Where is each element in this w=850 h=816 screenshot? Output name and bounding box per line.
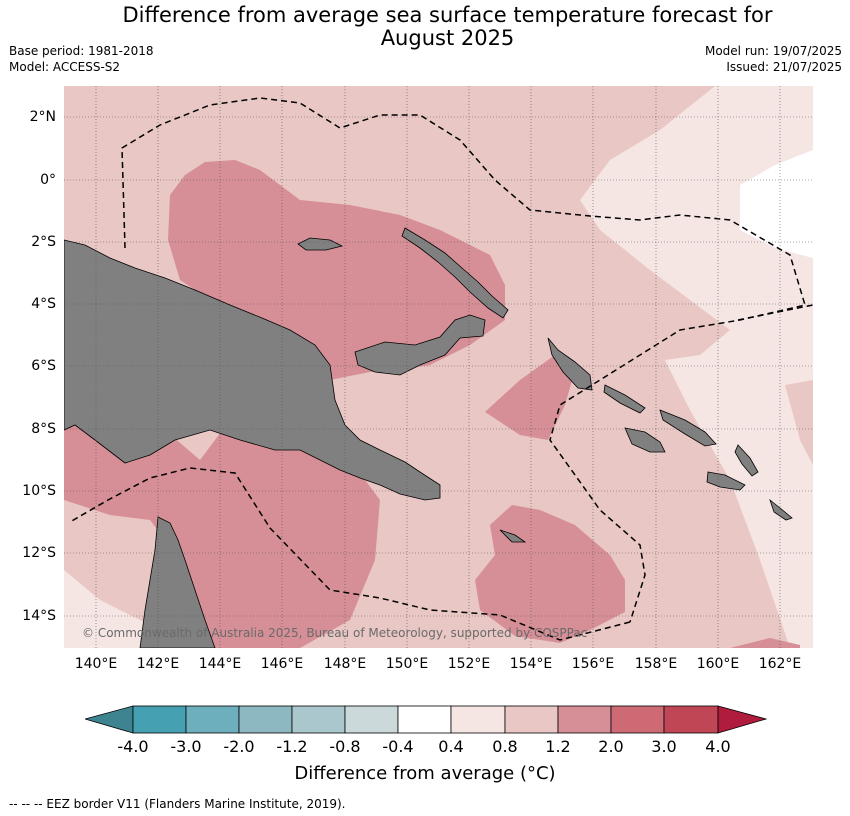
- lat-label-8s: 8°S: [31, 421, 56, 437]
- colorbar-segment-7: [450, 705, 506, 734]
- colorbar-segment-extend-high: [717, 705, 768, 734]
- land-santa-isabel: [659, 409, 717, 447]
- colorbar-tick: 0.8: [492, 737, 518, 756]
- lat-label-0: 0°: [40, 172, 56, 188]
- lat-label-10s: 10°S: [22, 483, 56, 499]
- model-run: Model run: 19/07/2025: [704, 44, 842, 58]
- colorbar-tick: -0.4: [382, 737, 414, 756]
- lon-label-152e: 152°E: [447, 656, 491, 672]
- colorbar-segment-8: [504, 705, 559, 734]
- lon-label-148e: 148°E: [323, 656, 367, 672]
- title-line-1: Difference from average sea surface temp…: [122, 3, 773, 27]
- colorbar-tick: -0.8: [329, 737, 361, 756]
- land-makira: [706, 471, 746, 491]
- land-manus: [297, 237, 344, 251]
- lon-label-150e: 150°E: [385, 656, 429, 672]
- land-cape-york: [139, 516, 216, 648]
- meta-right: Model run: 19/07/2025 Issued: 21/07/2025: [705, 43, 842, 75]
- lon-label-162e: 162°E: [758, 656, 802, 672]
- colorbar-segment-3: [238, 705, 293, 734]
- land-new-britain: [354, 314, 486, 376]
- land-malaita: [734, 444, 759, 477]
- colorbar-segment-1: [132, 705, 187, 734]
- copyright-notice: © Commonwealth of Australia 2025, Bureau…: [82, 626, 588, 640]
- land-rennell: [769, 498, 793, 521]
- lon-label-146e: 146°E: [260, 656, 304, 672]
- colorbar-tick: 4.0: [705, 737, 731, 756]
- lon-label-158e: 158°E: [634, 656, 678, 672]
- model-name: Model: ACCESS-S2: [9, 60, 121, 74]
- land-choiseul: [603, 384, 646, 414]
- colorbar-tick: 3.0: [651, 737, 677, 756]
- colorbar-tick: 1.2: [545, 737, 571, 756]
- lon-label-142e: 142°E: [136, 656, 180, 672]
- lon-label-144e: 144°E: [198, 656, 242, 672]
- anomaly-zone-1.2-2.0-south: [64, 410, 380, 648]
- land-guadalcanal: [624, 427, 666, 453]
- lat-label-4s: 4°S: [31, 296, 56, 312]
- lat-label-2s: 2°S: [31, 234, 56, 250]
- graticule: [64, 86, 813, 648]
- lat-label-2n: 2°N: [29, 109, 56, 125]
- anomaly-zone-neutral: [740, 150, 813, 258]
- lat-label-6s: 6°S: [31, 358, 56, 374]
- colorbar-segment-6: [397, 705, 452, 734]
- colorbar-tick: -2.0: [223, 737, 255, 756]
- colorbar-segment-10: [610, 705, 665, 734]
- base-period: Base period: 1981-2018: [9, 44, 154, 58]
- colorbar-tick: 0.4: [438, 737, 464, 756]
- colorbar: [85, 705, 768, 734]
- lat-label-12s: 12°S: [22, 545, 56, 561]
- eez-footnote: -- -- -- EEZ border V11 (Flanders Marine…: [9, 797, 346, 811]
- land-louisiade: [499, 529, 527, 543]
- anomaly-zone-1.2-2.0-corner: [730, 638, 800, 648]
- title-line-2: August 2025: [380, 26, 515, 50]
- meta-left: Base period: 1981-2018 Model: ACCESS-S2: [9, 43, 154, 75]
- anomaly-zone-1.2-2.0-patch: [485, 355, 575, 440]
- lon-label-156e: 156°E: [571, 656, 615, 672]
- colorbar-segment-9: [557, 705, 612, 734]
- colorbar-segment-4: [291, 705, 346, 734]
- colorbar-segment-5: [344, 705, 399, 734]
- map-frame: [64, 86, 813, 648]
- lon-label-140e: 140°E: [74, 656, 118, 672]
- issued-date: Issued: 21/07/2025: [726, 60, 842, 74]
- colorbar-tick: -4.0: [117, 737, 149, 756]
- colorbar-tick: 2.0: [598, 737, 624, 756]
- lon-label-160e: 160°E: [696, 656, 740, 672]
- colorbar-segment-11: [663, 705, 719, 734]
- lat-label-14s: 14°S: [22, 608, 56, 624]
- colorbar-tick: -3.0: [170, 737, 202, 756]
- colorbar-tick: -1.2: [276, 737, 308, 756]
- eez-borders: [69, 97, 813, 641]
- map-title: Difference from average sea surface temp…: [0, 4, 850, 50]
- colorbar-label: Difference from average (°C): [294, 763, 556, 784]
- lon-label-154e: 154°E: [509, 656, 553, 672]
- land-bougainville: [547, 337, 593, 391]
- land-new-ireland: [401, 227, 509, 319]
- colorbar-segment-extend-low: [85, 705, 134, 734]
- anomaly-zone-0.8-1.2-east-patch: [785, 380, 813, 465]
- colorbar-segment-2: [185, 705, 240, 734]
